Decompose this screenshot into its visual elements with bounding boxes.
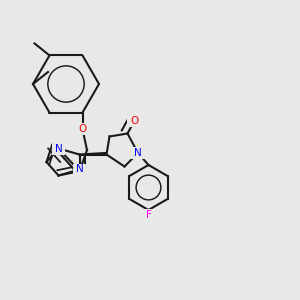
FancyBboxPatch shape xyxy=(76,123,89,135)
FancyBboxPatch shape xyxy=(131,147,145,159)
FancyBboxPatch shape xyxy=(142,208,154,220)
Text: O: O xyxy=(78,124,87,134)
FancyBboxPatch shape xyxy=(52,142,65,154)
Text: N: N xyxy=(76,164,83,175)
Text: N: N xyxy=(134,148,142,158)
FancyBboxPatch shape xyxy=(127,116,141,128)
FancyBboxPatch shape xyxy=(73,164,86,175)
Text: N: N xyxy=(55,143,62,154)
Text: F: F xyxy=(146,209,152,220)
Text: O: O xyxy=(130,116,138,127)
